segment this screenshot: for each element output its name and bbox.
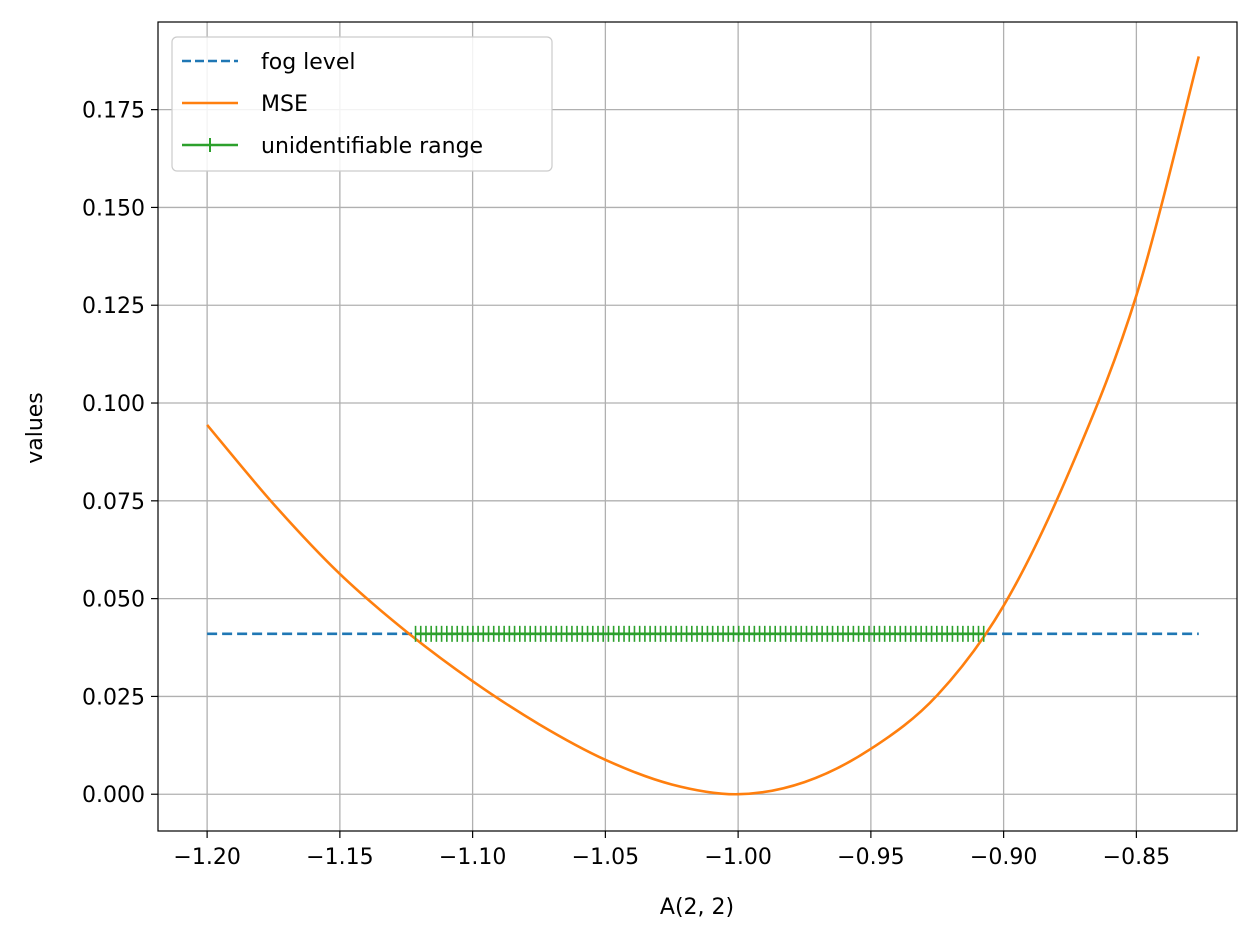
series-layer <box>206 56 1201 796</box>
legend-label-unidentifiable-range: unidentifiable range <box>261 134 483 159</box>
y-tick-label: 0.050 <box>82 588 145 613</box>
tick-layer: −1.20 −1.15 −1.10 −1.05 −1.00 −0.95 −0.90 −0.85… <box>82 99 1170 870</box>
x-tick-label: −1.05 <box>572 845 639 870</box>
y-tick-label: 0.125 <box>82 294 145 319</box>
series-mse-line <box>206 56 1201 796</box>
x-tick-label: −1.00 <box>704 845 771 870</box>
y-tick-label: 0.100 <box>82 392 145 417</box>
legend-box <box>171 36 553 172</box>
x-tick-label: −1.15 <box>306 845 373 870</box>
legend-label-mse: MSE <box>261 92 308 117</box>
x-tick-label: −1.20 <box>173 845 240 870</box>
y-tick-label: 0.000 <box>82 783 145 808</box>
x-tick-label: −0.90 <box>970 845 1037 870</box>
x-tick-label: −1.10 <box>439 845 506 870</box>
y-tick-label: 0.150 <box>82 196 145 221</box>
x-axis-label: A(2, 2) <box>660 895 734 920</box>
y-tick-label: 0.075 <box>82 490 145 515</box>
legend: fog level MSE unidentifiable range <box>171 36 553 172</box>
x-tick-label: −0.95 <box>837 845 904 870</box>
x-tick-label: −0.85 <box>1103 845 1170 870</box>
y-axis-label: values <box>23 392 48 464</box>
y-tick-label: 0.025 <box>82 685 145 710</box>
y-tick-label: 0.175 <box>82 99 145 124</box>
legend-label-fog-level: fog level <box>261 50 355 75</box>
plot-area-frame <box>157 21 1238 832</box>
